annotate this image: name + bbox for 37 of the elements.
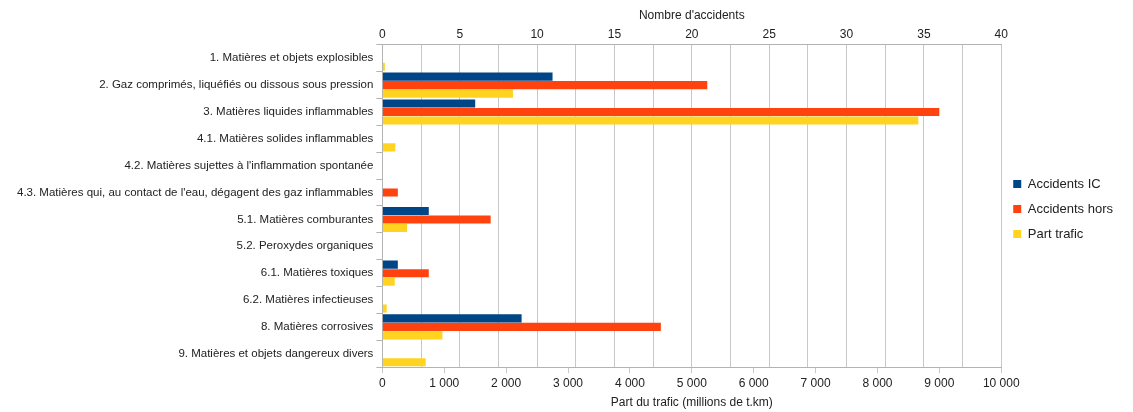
x2-tick-label: 0 [379, 26, 387, 41]
y-tick-label: 3. Matières liquides inflammables [203, 105, 374, 118]
x-tick-label: 5 000 [676, 375, 708, 390]
x-tick-label: 4 000 [614, 375, 646, 390]
x2-tick-label: 35 [917, 26, 931, 41]
x-tick-label: 8 000 [862, 375, 893, 390]
y-tick-label: 4.2. Matières sujettes à l'inflammation spontanée [124, 158, 374, 171]
x-axis-title: Part du trafic (millions de t.km) [610, 395, 773, 410]
x2-tick-label: 20 [685, 26, 699, 41]
legend-label: Part trafic [1027, 225, 1084, 241]
y-tick-label: 6.1. Matières toxiques [260, 266, 374, 279]
x2-tick-label: 30 [839, 26, 854, 41]
y-tick-label: 4.3. Matières qui, au contact de l'eau, dégagent des gaz inflammables [16, 185, 374, 198]
y-tick-label: 1. Matières et objets explosibles [209, 51, 374, 64]
y-tick-label: 6.2. Matières infectieuses [242, 293, 374, 306]
x2-tick-label: 25 [762, 26, 777, 41]
x2-tick-label: 10 [530, 26, 545, 41]
x2-tick-label: 15 [607, 26, 622, 41]
x-tick-label: 0 [379, 375, 387, 390]
y-tick-label: 5.2. Peroxydes organiques [236, 239, 374, 252]
x-tick-label: 9 000 [924, 375, 955, 390]
x-tick-label: 7 000 [800, 375, 831, 390]
y-tick-label: 4.1. Matières solides inflammables [196, 132, 374, 145]
x2-axis-title: Nombre d'accidents [638, 7, 745, 22]
x2-tick-label: 40 [994, 26, 1009, 41]
x-tick-label: 1 000 [429, 375, 460, 390]
x-tick-label: 2 000 [491, 375, 522, 390]
legend-label: Accidents hors [1027, 200, 1114, 216]
y-tick-label: 2. Gaz comprimés, liquéfiés ou dissous sous pression [99, 78, 374, 91]
y-tick-label: 5.1. Matières comburantes [237, 212, 374, 225]
x-tick-label: 6 000 [738, 375, 770, 390]
x-tick-label: 3 000 [553, 375, 584, 390]
legend-label: Accidents IC [1027, 175, 1101, 191]
y-tick-label: 9. Matières et objets dangereux divers [178, 346, 374, 359]
x2-tick-label: 5 [456, 26, 464, 41]
x-tick-label: 10 000 [982, 375, 1020, 390]
y-tick-label: 8. Matières corrosives [260, 320, 374, 333]
